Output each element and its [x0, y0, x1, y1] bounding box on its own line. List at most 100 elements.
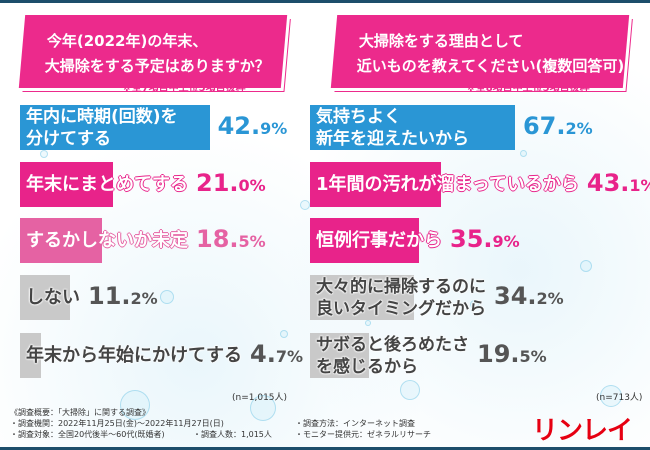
survey-title: 《調査概要：「大掃除」に関する調査》 — [10, 408, 150, 417]
bar — [310, 275, 415, 320]
value-major: 35. — [450, 225, 493, 253]
bar-label-group: 恒例行事だから 35. 9% — [316, 218, 520, 263]
bar — [310, 105, 515, 150]
right-question-line1: 大掃除をする理由として — [358, 32, 524, 50]
bar-label-group: しない 11. 2% — [26, 275, 158, 320]
bar — [20, 105, 211, 150]
bar-label: しない — [26, 287, 80, 309]
right-note: ※全8項目中上位5項目抜粋 — [466, 83, 590, 94]
value-minor: 7% — [275, 347, 303, 366]
bar — [20, 333, 41, 378]
value-minor: 2% — [536, 289, 564, 308]
bar-label: するかしないか未定 — [26, 230, 188, 252]
bottom-border — [0, 447, 650, 450]
value-label: 21. 0% — [196, 169, 266, 197]
bar-label: サボると後ろめたさ を感じるから — [316, 334, 469, 378]
bar-label-line: 大々的に掃除するのに — [316, 276, 486, 297]
bubble — [600, 385, 622, 407]
bar — [310, 218, 420, 263]
top-border — [0, 0, 650, 3]
value-minor: 5% — [238, 232, 266, 251]
value-label: 34. 2% — [494, 282, 564, 310]
bar-label-group: 気持ちよく 新年を迎えたいから 67. 2% — [316, 105, 593, 150]
bar-label-line: 分けてする — [26, 128, 111, 149]
bar-label-line: 新年を迎えたいから — [316, 128, 469, 149]
left-sample-size: (n=1,015人) — [232, 393, 288, 403]
bar-label-line: 年末から年始にかけてする — [26, 344, 242, 366]
bubble — [250, 395, 276, 421]
survey-summary: 《調査概要：「大掃除」に関する調査》 ・調査機関：2022年11月25日(金)～… — [10, 407, 431, 440]
bar-label: 年内に時期(回数)を 分けてする — [26, 106, 178, 150]
bar-label: 気持ちよく 新年を迎えたいから — [316, 106, 469, 150]
right-question-line2: 近いものを教えてください(複数回答可) — [356, 57, 625, 75]
bar-label-line: するかしないか未定 — [26, 229, 188, 251]
bar-label-line: 1年間の汚れが溜まっているから — [316, 173, 579, 195]
value-major: 21. — [196, 169, 239, 197]
bubble — [300, 200, 310, 210]
value-minor: 9% — [492, 232, 520, 251]
value-label: 19. 5% — [477, 340, 547, 368]
value-major: 18. — [196, 225, 239, 253]
bar-label-line: サボると後ろめたさ — [316, 334, 469, 355]
value-minor: 1% — [629, 176, 650, 195]
value-major: 4. — [250, 340, 276, 368]
value-minor: 9% — [260, 119, 288, 138]
value-minor: 2% — [565, 119, 593, 138]
bar-label: 1年間の汚れが溜まっているから — [316, 174, 579, 196]
bubble — [400, 380, 420, 400]
left-question-line2: 大掃除をする予定はありますか？ — [44, 57, 270, 75]
bar-label-group: 年末から年始にかけてする 4. 7% — [26, 333, 303, 378]
value-label: 4. 7% — [250, 340, 303, 368]
bar-label-group: サボると後ろめたさ を感じるから 19. 5% — [316, 333, 547, 378]
bubble — [40, 150, 48, 158]
bar-label: 年末にまとめてする — [26, 174, 188, 196]
left-question-line1: 今年(2022年)の年末、 — [46, 32, 208, 50]
bar — [20, 275, 70, 320]
value-minor: 2% — [130, 289, 158, 308]
bar-label: 年末から年始にかけてする — [26, 345, 242, 367]
left-note: ※全7項目中上位5項目抜粋 — [122, 83, 246, 94]
bar-label-group: 大々的に掃除するのに 良いタイミングだから 34. 2% — [316, 275, 564, 320]
value-label: 18. 5% — [196, 225, 266, 253]
bar — [310, 162, 442, 207]
value-label: 42. 9% — [218, 114, 288, 140]
bar-label-group: するかしないか未定 18. 5% — [26, 218, 266, 263]
bar-label-group: 1年間の汚れが溜まっているから 43.1% — [316, 162, 650, 207]
value-label: 35. 9% — [450, 225, 520, 253]
bubble — [520, 150, 527, 157]
bar-label-group: 年末にまとめてする 21. 0% — [26, 162, 266, 207]
bubble — [365, 320, 371, 326]
bar-label-line: 年内に時期(回数)を — [26, 106, 178, 127]
bar-label-line: を感じるから — [316, 356, 418, 377]
rinrei-logo: リンレイ — [532, 416, 633, 446]
value-major: 34. — [494, 282, 537, 310]
bar — [20, 218, 102, 263]
bubble — [280, 330, 288, 338]
value-label: 11. 2% — [88, 284, 158, 310]
survey-provider: ・モニター提供元：ゼネラルリサーチ — [295, 430, 431, 439]
bar-label-line: 恒例行事だから — [316, 229, 442, 251]
bar-label-line: しない — [26, 286, 80, 308]
survey-target: ・調査対象：全国20代後半～60代(既婚者) — [10, 430, 165, 439]
bar-label-line: 気持ちよく — [316, 106, 401, 127]
bar-label: 大々的に掃除するのに 良いタイミングだから — [316, 276, 486, 320]
survey-count: ・調査人数：1,015人 — [193, 430, 272, 439]
bar-label-line: 年末にまとめてする — [26, 173, 188, 195]
bar-label-group: 年内に時期(回数)を 分けてする 42. 9% — [26, 105, 287, 150]
survey-period: ・調査機関：2022年11月25日(金)～2022年11月27日(日) — [10, 419, 224, 428]
value-minor: 5% — [519, 347, 547, 366]
bubble — [580, 260, 592, 272]
value-major: 67. — [522, 112, 566, 140]
bubble — [470, 300, 479, 309]
left-question-box: 今年(2022年)の年末、大掃除をする予定はありますか？ — [18, 15, 288, 88]
value-minor: 0% — [238, 176, 266, 195]
bar — [310, 333, 370, 378]
value-major: 43. — [586, 169, 630, 197]
bar-label-line: 良いタイミングだから — [316, 298, 486, 319]
bar-label: 恒例行事だから — [316, 230, 442, 252]
bubble — [120, 390, 150, 420]
survey-method: ・調査方法：インターネット調査 — [295, 419, 415, 428]
value-label: 43.1% — [586, 169, 650, 197]
value-major: 19. — [477, 340, 520, 368]
bar — [20, 162, 114, 207]
